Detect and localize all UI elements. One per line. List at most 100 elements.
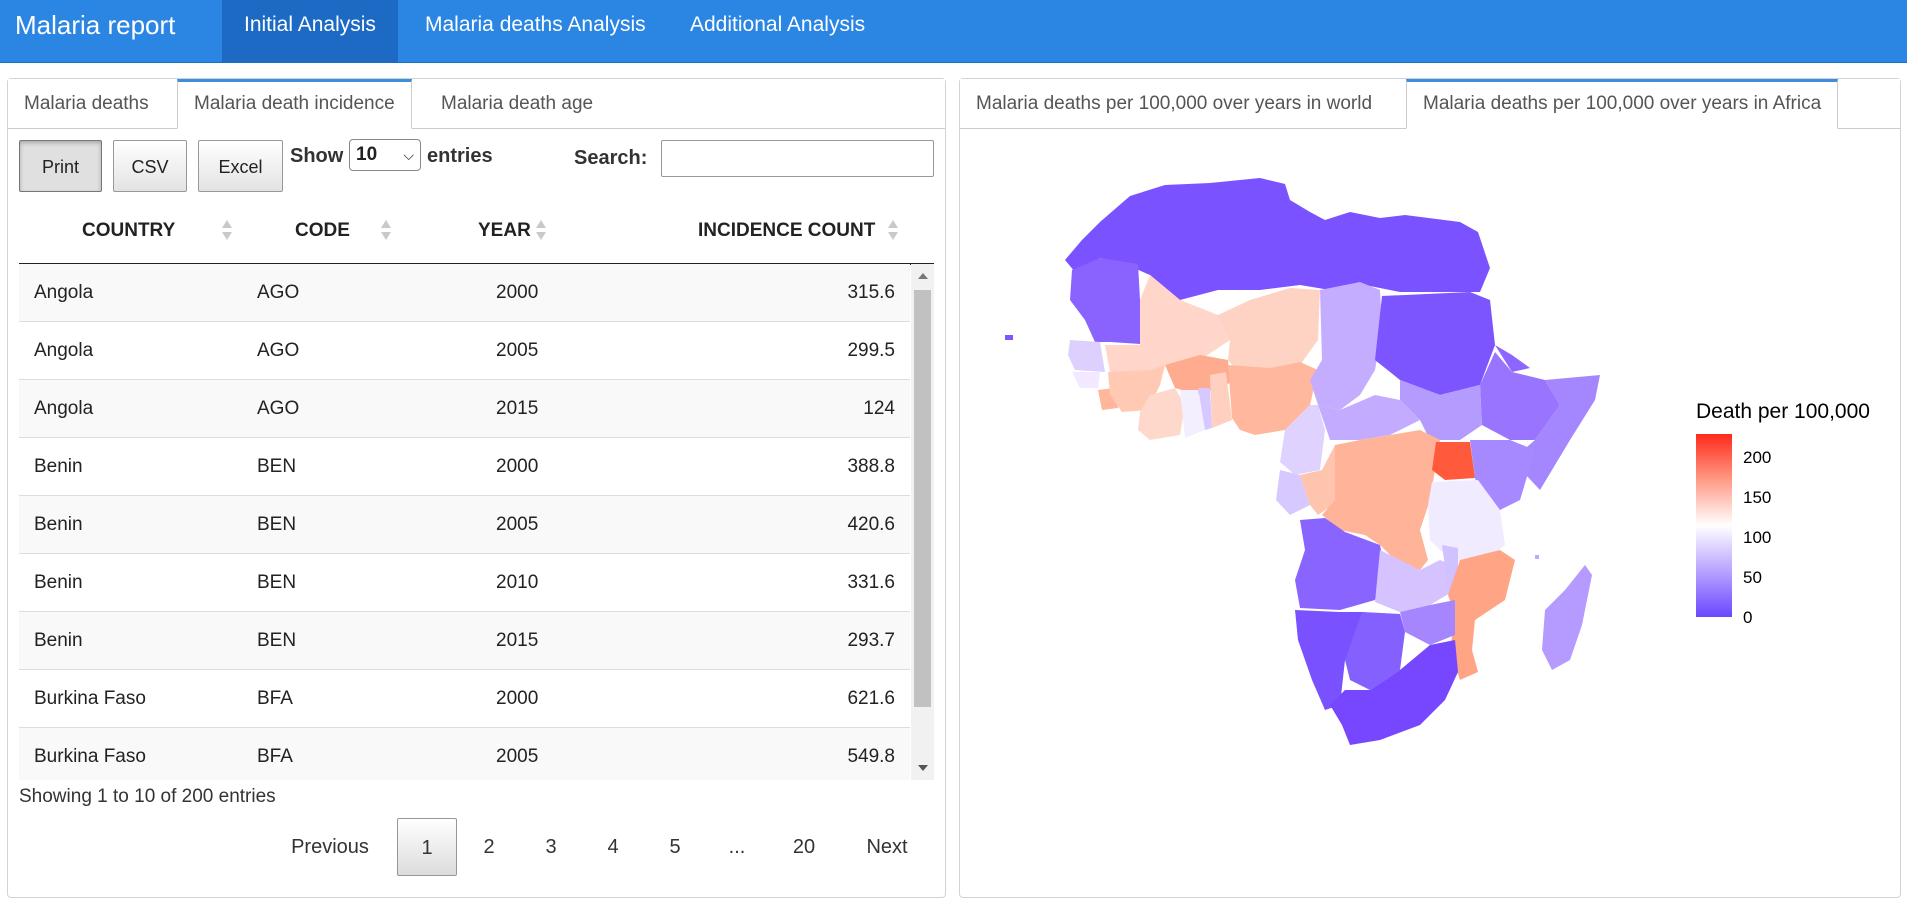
entries-select-value: 10	[356, 144, 378, 165]
col-country[interactable]: COUNTRY	[82, 220, 176, 241]
map-region-madagascar	[1542, 565, 1592, 670]
table-row: Burkina Faso BFA 2000 621.6	[19, 670, 910, 728]
cell-incidence: 388.8	[847, 456, 895, 477]
scroll-down-icon[interactable]	[918, 765, 928, 771]
map-region-nigeria	[1228, 362, 1318, 435]
map-region-uganda	[1432, 442, 1475, 480]
page-20[interactable]: 20	[792, 836, 816, 858]
cell-year: 2005	[496, 340, 539, 361]
table-row: Angola AGO 2015 124	[19, 380, 910, 438]
left-tab-bar: Malaria deaths Malaria death incidence M…	[8, 79, 945, 129]
col-year[interactable]: YEAR	[478, 220, 531, 241]
page-3[interactable]: 3	[545, 836, 557, 858]
cell-country: Benin	[34, 456, 83, 477]
cell-code: BFA	[257, 688, 293, 709]
cell-incidence: 549.8	[847, 746, 895, 767]
map-region-angola	[1295, 518, 1385, 610]
print-button[interactable]: Print	[19, 140, 102, 192]
tab-deaths-africa[interactable]: Malaria deaths per 100,000 over years in…	[1406, 79, 1839, 129]
map-region-sudan	[1375, 292, 1495, 395]
cell-country: Angola	[34, 282, 94, 303]
table-scrollbar[interactable]	[911, 264, 934, 780]
map-region-comoros	[1535, 555, 1539, 559]
table-row: Angola AGO 2005 299.5	[19, 322, 910, 380]
table-row: Benin BEN 2015 293.7	[19, 612, 910, 670]
right-panel: Malaria deaths per 100,000 over years in…	[959, 78, 1901, 898]
table-row: Angola AGO 2000 315.6	[19, 264, 910, 322]
table-row: Benin BEN 2000 388.8	[19, 438, 910, 496]
table-body: Angola AGO 2000 315.6 Angola AGO 2005 29…	[19, 264, 910, 780]
map-region-botswana	[1345, 612, 1405, 690]
tab-deaths-world[interactable]: Malaria deaths per 100,000 over years in…	[976, 93, 1373, 114]
pagination-previous[interactable]: Previous	[291, 836, 369, 858]
col-incidence-count[interactable]: INCIDENCE COUNT	[698, 220, 876, 241]
entries-select[interactable]: 10 ⌵	[349, 139, 421, 171]
tab-malaria-death-age[interactable]: Malaria death age	[441, 93, 594, 114]
col-code[interactable]: CODE	[295, 220, 350, 241]
sort-icon[interactable]	[222, 220, 232, 242]
tab-malaria-death-incidence[interactable]: Malaria death incidence	[177, 79, 412, 129]
legend-title: Death per 100,000	[1696, 400, 1870, 423]
page-2[interactable]: 2	[483, 836, 495, 858]
sort-icon[interactable]	[381, 220, 391, 242]
cell-code: AGO	[257, 340, 300, 361]
map-region-mauritania	[1070, 258, 1155, 345]
map-region-congo	[1300, 445, 1340, 515]
table-row: Benin BEN 2005 420.6	[19, 496, 910, 554]
show-label: Show	[290, 145, 344, 167]
scrollbar-thumb[interactable]	[914, 290, 931, 707]
map-region-cape-verde	[1005, 335, 1013, 340]
nav-malaria-deaths-analysis[interactable]: Malaria deaths Analysis	[425, 13, 646, 36]
map-region-benin	[1210, 372, 1232, 428]
legend-color-bar	[1696, 434, 1732, 617]
map-region-south-sudan	[1400, 380, 1482, 440]
page-1[interactable]: 1	[397, 818, 457, 876]
map-region-north-africa	[1065, 178, 1490, 300]
excel-button[interactable]: Excel	[198, 140, 283, 192]
map-region-cote-divoire	[1138, 388, 1185, 440]
nav-initial-analysis[interactable]: Initial Analysis	[222, 0, 398, 62]
table-info: Showing 1 to 10 of 200 entries	[19, 786, 276, 807]
search-input[interactable]	[661, 140, 934, 177]
map-region-drc	[1322, 430, 1440, 570]
map-region-ghana	[1180, 390, 1205, 438]
cell-country: Burkina Faso	[34, 688, 146, 709]
cell-code: AGO	[257, 398, 300, 419]
top-navbar: Malaria report Initial Analysis Malaria …	[0, 0, 1907, 63]
cell-year: 2000	[496, 282, 539, 303]
map-region-cameroon	[1280, 405, 1325, 475]
cell-year: 2000	[496, 456, 539, 477]
cell-incidence: 331.6	[847, 572, 895, 593]
africa-choropleth-map	[1005, 178, 1600, 745]
tab-malaria-deaths[interactable]: Malaria deaths	[24, 93, 149, 114]
cell-code: AGO	[257, 282, 300, 303]
csv-button[interactable]: CSV	[113, 140, 187, 192]
scroll-up-icon[interactable]	[918, 273, 928, 279]
map-region-senegal	[1068, 340, 1105, 372]
sort-icon[interactable]	[536, 220, 546, 242]
legend-tick-label: 200	[1743, 448, 1772, 467]
sort-icon[interactable]	[888, 220, 898, 242]
map-region-niger	[1218, 288, 1320, 375]
pagination-next[interactable]: Next	[866, 836, 908, 858]
legend-tick-label: 50	[1743, 568, 1762, 587]
cell-incidence: 420.6	[847, 514, 895, 535]
page-5[interactable]: 5	[669, 836, 681, 858]
map-region-togo	[1198, 388, 1212, 430]
map-region-chad	[1310, 282, 1382, 410]
table-header: COUNTRY CODE YEAR INCIDENCE COUNT	[19, 205, 934, 265]
map-region-tanzania	[1428, 480, 1505, 565]
cell-country: Benin	[34, 630, 83, 651]
page-4[interactable]: 4	[607, 836, 619, 858]
table-row: Burkina Faso BFA 2005 549.8	[19, 728, 910, 780]
map-region-zambia	[1375, 550, 1455, 612]
table-row: Benin BEN 2010 331.6	[19, 554, 910, 612]
map-region-zimbabwe	[1400, 600, 1455, 645]
nav-additional-analysis[interactable]: Additional Analysis	[690, 13, 866, 36]
cell-year: 2015	[496, 630, 539, 651]
map-region-guinea-bissau	[1072, 372, 1100, 388]
app-title: Malaria report	[15, 10, 176, 40]
cell-incidence: 299.5	[847, 340, 895, 361]
cell-incidence: 293.7	[847, 630, 895, 651]
cell-incidence: 621.6	[847, 688, 895, 709]
